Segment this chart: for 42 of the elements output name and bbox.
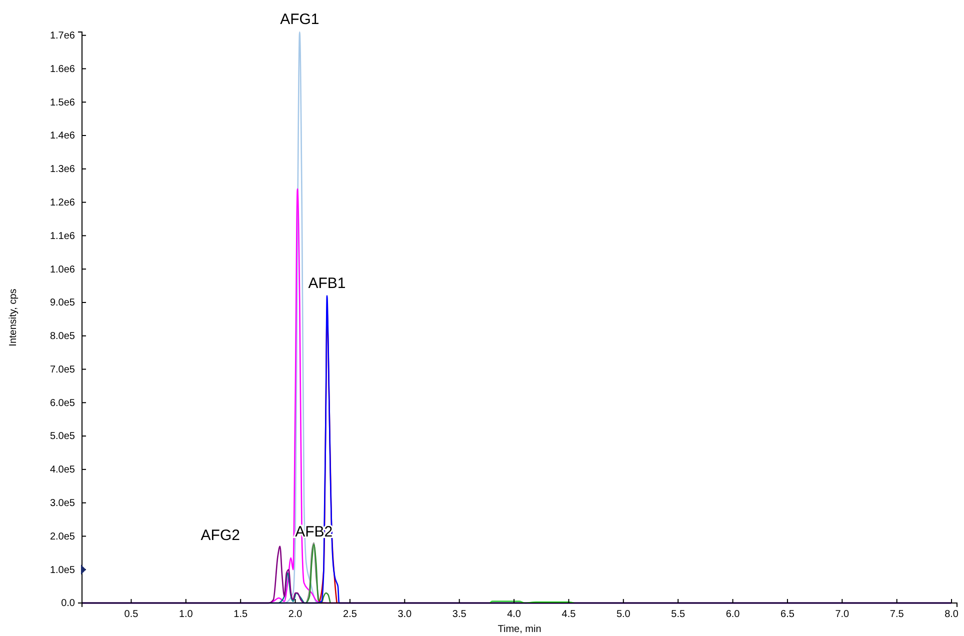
x-tick-label: 0.5 [124,609,139,620]
x-tick-label: 1.0 [178,609,194,620]
x-tick-label: 4.0 [507,609,522,620]
annotation: AFG1 [280,11,320,28]
annotation: AFG2 [200,527,240,544]
line-series [278,572,305,604]
y-tick-label: 1.3e6 [50,164,76,176]
y-tick-label: 1.0e5 [50,564,76,576]
y-tick-label: 1.5e6 [50,97,76,108]
x-tick-label: 6.5 [780,609,795,620]
y-tick-label: 1.6e6 [50,64,76,75]
y-tick-label: 7.0e5 [50,364,76,376]
y-tick-label: 6.0e5 [50,398,76,409]
y-tick-label: 1.4e6 [50,130,76,142]
x-tick-label: 2.0 [288,609,303,620]
y-tick-label: 1.2e6 [50,198,76,208]
y-tick-label: 1.0e6 [50,264,76,276]
y-tick-label: 5.0e5 [50,431,76,442]
y-tick-label: 1.7e6 [50,30,76,42]
x-tick-label: 4.5 [562,609,576,620]
y-tick-label: 4.0e5 [50,464,76,476]
y-axis-title: Intensity, cps [8,288,19,346]
x-axis-title: Time, min [498,624,542,635]
y-tick-label: 9.0e5 [50,298,76,309]
x-tick-label: 3.5 [452,609,467,620]
y-tick-label: 3.0e5 [50,498,76,510]
line-series [306,544,331,604]
x-tick-label: 8.0 [944,609,959,620]
y-tick-label: 2.0e5 [50,531,76,542]
x-tick-label: 5.0 [616,609,631,620]
y-tick-label: 0.0 [61,598,76,610]
x-tick-label: 7.5 [890,609,904,620]
x-tick-label: 2.5 [343,609,358,620]
y-tick-label: 8.0e5 [50,331,76,342]
x-tick-label: 6.0 [726,609,740,620]
x-tick-label: 5.5 [671,609,686,620]
x-tick-label: 1.5 [234,609,248,620]
line-series [306,542,320,604]
y-tick-label: 1.1e6 [50,230,76,242]
x-tick-label: 7.0 [835,609,850,620]
x-tick-label: 3.0 [398,609,412,620]
annotation: AFB1 [308,274,346,292]
